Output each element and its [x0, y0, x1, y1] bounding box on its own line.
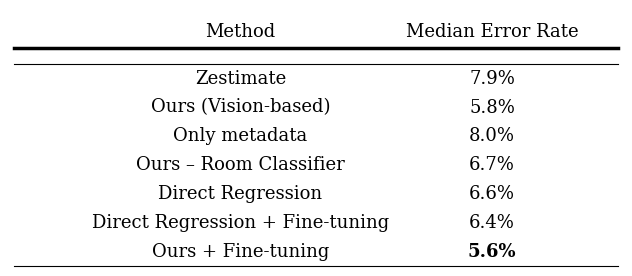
Text: Median Error Rate: Median Error Rate: [406, 23, 578, 41]
Text: 6.6%: 6.6%: [469, 185, 515, 203]
Text: 8.0%: 8.0%: [469, 128, 515, 145]
Text: Only metadata: Only metadata: [173, 128, 308, 145]
Text: 5.8%: 5.8%: [469, 99, 515, 116]
Text: 6.4%: 6.4%: [469, 214, 515, 232]
Text: Zestimate: Zestimate: [195, 70, 286, 88]
Text: 6.7%: 6.7%: [469, 156, 515, 174]
Text: Ours + Fine-tuning: Ours + Fine-tuning: [152, 243, 329, 261]
Text: Ours (Vision-based): Ours (Vision-based): [151, 99, 331, 116]
Text: Direct Regression: Direct Regression: [159, 185, 322, 203]
Text: Direct Regression + Fine-tuning: Direct Regression + Fine-tuning: [92, 214, 389, 232]
Text: Method: Method: [205, 23, 276, 41]
Text: 7.9%: 7.9%: [469, 70, 515, 88]
Text: 5.6%: 5.6%: [468, 243, 516, 261]
Text: Ours – Room Classifier: Ours – Room Classifier: [136, 156, 345, 174]
